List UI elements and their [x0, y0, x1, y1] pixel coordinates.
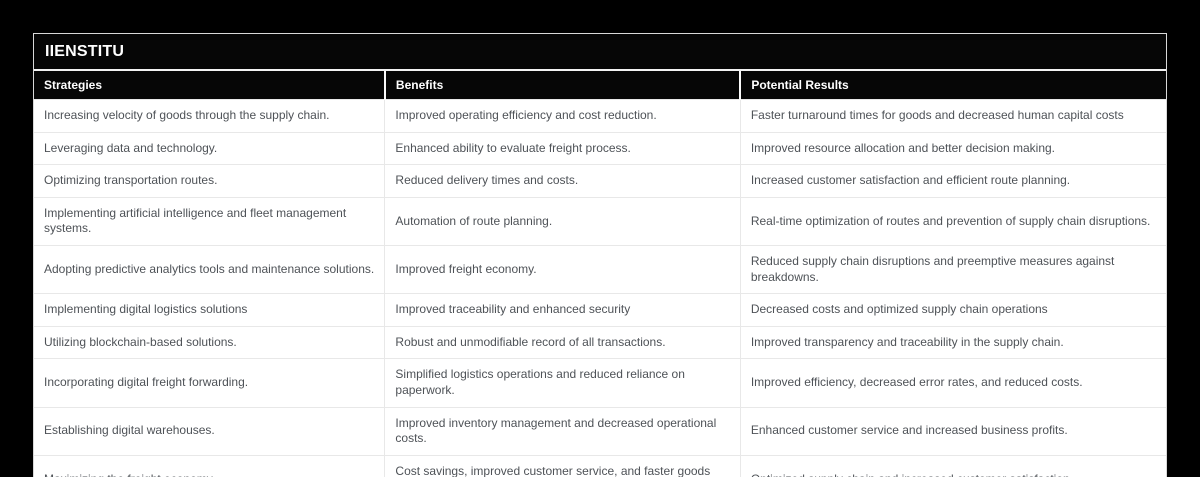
header-row: Strategies Benefits Potential Results — [34, 71, 1166, 100]
table-cell: Increasing velocity of goods through the… — [34, 99, 385, 133]
brand-bar: IIENSTITU — [34, 34, 1166, 71]
table-row: Adopting predictive analytics tools and … — [34, 244, 1166, 294]
table-cell: Leveraging data and technology. — [34, 131, 385, 165]
table-cell: Decreased costs and optimized supply cha… — [739, 293, 1166, 327]
column-header-potential-results: Potential Results — [739, 71, 1166, 100]
table-row: Leveraging data and technology. Enhanced … — [34, 131, 1166, 165]
table-row: Utilizing blockchain-based solutions. Rob… — [34, 325, 1166, 359]
table-row: Optimizing transportation routes. Reduced… — [34, 164, 1166, 198]
table-cell: Improved efficiency, decreased error rat… — [739, 358, 1166, 408]
table-cell: Reduced supply chain disruptions and pre… — [739, 244, 1166, 294]
table-cell: Optimized supply chain and increased cus… — [739, 454, 1166, 477]
table-cell: Improved transparency and traceability i… — [739, 325, 1166, 359]
table-body: Increasing velocity of goods through the… — [34, 99, 1166, 477]
strategies-table: Strategies Benefits Potential Results In… — [34, 71, 1166, 477]
table-cell: Faster turnaround times for goods and de… — [739, 99, 1166, 133]
table-row: Maximizing the freight economy.Cost savi… — [34, 454, 1166, 477]
table-row: Implementing digital logistics solutions… — [34, 293, 1166, 327]
table-cell: Implementing artificial intelligence and… — [34, 196, 385, 246]
table-cell: Adopting predictive analytics tools and … — [34, 244, 385, 294]
table-cell: Improved freight economy. — [384, 244, 741, 294]
table-row: Implementing artificial intelligence and… — [34, 196, 1166, 246]
column-header-strategies: Strategies — [34, 71, 385, 100]
table-cell: Reduced delivery times and costs. — [384, 164, 741, 198]
table-cell: Improved resource allocation and better … — [739, 131, 1166, 165]
table-cell: Simplified logistics operations and redu… — [384, 358, 741, 408]
column-header-benefits: Benefits — [383, 71, 741, 100]
table-cell: Improved inventory management and decrea… — [384, 406, 741, 456]
table-cell: Enhanced ability to evaluate freight pro… — [384, 131, 741, 165]
table-cell: Establishing digital warehouses. — [34, 406, 385, 456]
table-cell: Cost savings, improved customer service,… — [384, 454, 741, 477]
table-cell: Increased customer satisfaction and effi… — [739, 164, 1166, 198]
table-cell: Automation of route planning. — [384, 196, 741, 246]
table-cell: Implementing digital logistics solutions — [34, 293, 385, 327]
table-row: Establishing digital warehouses. Improved… — [34, 406, 1166, 456]
table-row: Incorporating digital freight forwarding… — [34, 358, 1166, 408]
table-cell: Real-time optimization of routes and pre… — [739, 196, 1166, 246]
table-cell: Incorporating digital freight forwarding… — [34, 358, 385, 408]
strategies-table-card: IIENSTITU Strategies Benefits Potential … — [33, 33, 1167, 477]
table-row: Increasing velocity of goods through the… — [34, 99, 1166, 133]
table-cell: Enhanced customer service and increased … — [739, 406, 1166, 456]
table-cell: Maximizing the freight economy. — [34, 454, 385, 477]
table-cell: Improved operating efficiency and cost r… — [384, 99, 741, 133]
brand-title: IIENSTITU — [45, 43, 125, 60]
table-cell: Optimizing transportation routes. — [34, 164, 385, 198]
table-cell: Robust and unmodifiable record of all tr… — [384, 325, 741, 359]
table-cell: Improved traceability and enhanced secur… — [384, 293, 741, 327]
table-cell: Utilizing blockchain-based solutions. — [34, 325, 385, 359]
